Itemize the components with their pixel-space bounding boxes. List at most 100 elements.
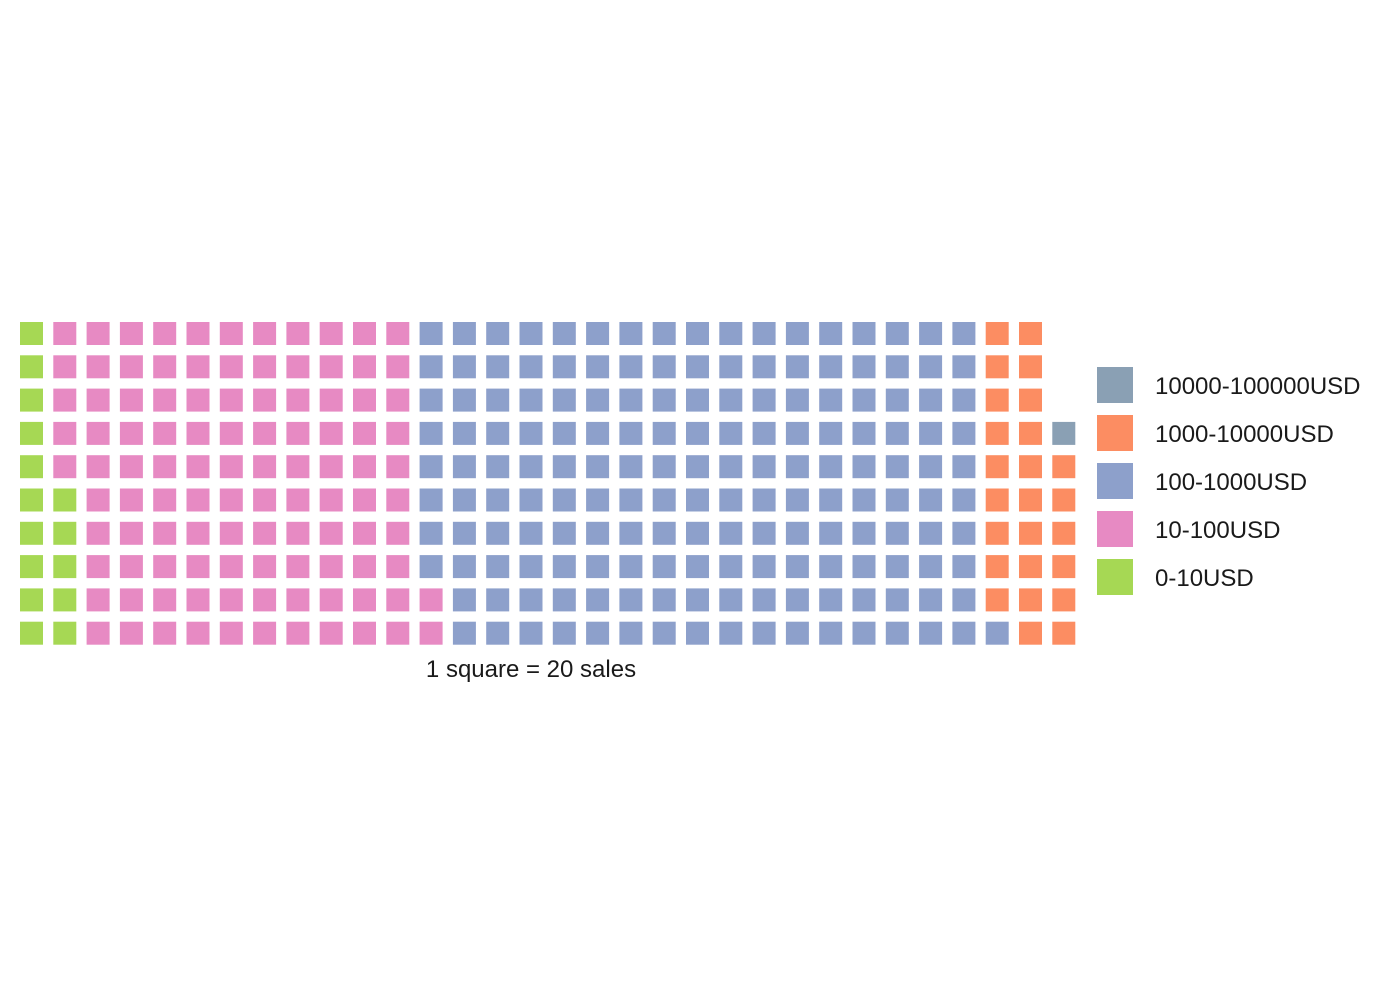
waffle-square-100-1000usd bbox=[553, 588, 576, 611]
waffle-square-10-100usd bbox=[220, 355, 243, 378]
waffle-square-100-1000usd bbox=[819, 389, 842, 412]
waffle-square-100-1000usd bbox=[653, 455, 676, 478]
waffle-square-100-1000usd bbox=[686, 555, 709, 578]
waffle-square-10-100usd bbox=[120, 489, 143, 512]
waffle-square-100-1000usd bbox=[952, 322, 975, 345]
waffle-square-100-1000usd bbox=[586, 555, 609, 578]
waffle-square-1000-10000usd bbox=[1019, 422, 1042, 445]
waffle-square-10-100usd bbox=[153, 422, 176, 445]
waffle-square-10-100usd bbox=[320, 389, 343, 412]
waffle-square-100-1000usd bbox=[819, 622, 842, 645]
waffle-square-100-1000usd bbox=[520, 355, 543, 378]
waffle-square-10-100usd bbox=[87, 522, 110, 545]
waffle-square-0-10usd bbox=[53, 588, 76, 611]
waffle-square-1000-10000usd bbox=[1052, 522, 1075, 545]
waffle-square-100-1000usd bbox=[420, 455, 443, 478]
waffle-square-0-10usd bbox=[20, 389, 43, 412]
waffle-square-10-100usd bbox=[153, 322, 176, 345]
waffle-square-10-100usd bbox=[320, 355, 343, 378]
waffle-square-100-1000usd bbox=[553, 622, 576, 645]
waffle-square-0-10usd bbox=[53, 522, 76, 545]
waffle-square-100-1000usd bbox=[919, 322, 942, 345]
waffle-square-10-100usd bbox=[120, 355, 143, 378]
waffle-square-10-100usd bbox=[386, 422, 409, 445]
waffle-square-0-10usd bbox=[20, 355, 43, 378]
waffle-square-100-1000usd bbox=[653, 389, 676, 412]
waffle-square-10-100usd bbox=[353, 355, 376, 378]
waffle-square-100-1000usd bbox=[786, 355, 809, 378]
waffle-square-10-100usd bbox=[120, 588, 143, 611]
waffle-square-1000-10000usd bbox=[1052, 622, 1075, 645]
waffle-square-10-100usd bbox=[120, 389, 143, 412]
waffle-square-10-100usd bbox=[220, 389, 243, 412]
waffle-square-100-1000usd bbox=[786, 422, 809, 445]
waffle-square-100-1000usd bbox=[853, 355, 876, 378]
legend: 10000-100000USD 1000-10000USD 100-1000USD 1… bbox=[1097, 367, 1361, 595]
waffle-square-0-10usd bbox=[20, 422, 43, 445]
waffle-square-100-1000usd bbox=[753, 588, 776, 611]
waffle-square-100-1000usd bbox=[420, 322, 443, 345]
waffle-square-100-1000usd bbox=[786, 489, 809, 512]
waffle-square-100-1000usd bbox=[619, 455, 642, 478]
waffle-square-10-100usd bbox=[253, 622, 276, 645]
waffle-square-10-100usd bbox=[120, 455, 143, 478]
waffle-square-100-1000usd bbox=[719, 622, 742, 645]
waffle-square-10-100usd bbox=[187, 555, 210, 578]
waffle-square-100-1000usd bbox=[586, 355, 609, 378]
waffle-square-100-1000usd bbox=[786, 588, 809, 611]
waffle-square-100-1000usd bbox=[719, 489, 742, 512]
waffle-square-100-1000usd bbox=[420, 355, 443, 378]
waffle-square-10-100usd bbox=[253, 588, 276, 611]
waffle-square-10-100usd bbox=[153, 588, 176, 611]
waffle-square-10-100usd bbox=[286, 422, 309, 445]
waffle-square-10-100usd bbox=[187, 322, 210, 345]
waffle-square-10-100usd bbox=[220, 455, 243, 478]
waffle-square-10-100usd bbox=[420, 588, 443, 611]
waffle-square-10-100usd bbox=[353, 455, 376, 478]
waffle-square-100-1000usd bbox=[653, 489, 676, 512]
waffle-square-10-100usd bbox=[386, 455, 409, 478]
waffle-square-100-1000usd bbox=[819, 322, 842, 345]
waffle-square-10-100usd bbox=[386, 322, 409, 345]
waffle-square-100-1000usd bbox=[819, 522, 842, 545]
waffle-square-100-1000usd bbox=[653, 322, 676, 345]
waffle-square-100-1000usd bbox=[719, 455, 742, 478]
waffle-square-100-1000usd bbox=[919, 522, 942, 545]
waffle-square-100-1000usd bbox=[586, 322, 609, 345]
waffle-square-100-1000usd bbox=[819, 455, 842, 478]
waffle-square-100-1000usd bbox=[886, 389, 909, 412]
waffle-square-100-1000usd bbox=[853, 322, 876, 345]
waffle-square-10-100usd bbox=[87, 422, 110, 445]
waffle-square-100-1000usd bbox=[586, 489, 609, 512]
waffle-square-1000-10000usd bbox=[986, 455, 1009, 478]
waffle-square-10-100usd bbox=[53, 389, 76, 412]
waffle-square-10-100usd bbox=[253, 389, 276, 412]
waffle-square-100-1000usd bbox=[753, 522, 776, 545]
waffle-square-10-100usd bbox=[353, 622, 376, 645]
waffle-square-100-1000usd bbox=[786, 322, 809, 345]
waffle-square-100-1000usd bbox=[919, 555, 942, 578]
waffle-square-10-100usd bbox=[286, 355, 309, 378]
waffle-square-100-1000usd bbox=[853, 489, 876, 512]
waffle-square-10-100usd bbox=[187, 588, 210, 611]
legend-label-0-10usd: 0-10USD bbox=[1155, 565, 1254, 592]
waffle-square-10-100usd bbox=[220, 322, 243, 345]
waffle-square-100-1000usd bbox=[420, 389, 443, 412]
waffle-square-100-1000usd bbox=[719, 389, 742, 412]
waffle-square-10-100usd bbox=[386, 489, 409, 512]
waffle-square-1000-10000usd bbox=[1052, 489, 1075, 512]
waffle-square-100-1000usd bbox=[553, 422, 576, 445]
waffle-square-100-1000usd bbox=[453, 489, 476, 512]
waffle-square-100-1000usd bbox=[453, 555, 476, 578]
waffle-square-100-1000usd bbox=[952, 489, 975, 512]
waffle-square-1000-10000usd bbox=[1019, 455, 1042, 478]
waffle-square-100-1000usd bbox=[886, 489, 909, 512]
waffle-square-100-1000usd bbox=[619, 489, 642, 512]
waffle-square-10-100usd bbox=[420, 622, 443, 645]
waffle-square-10-100usd bbox=[353, 322, 376, 345]
waffle-square-100-1000usd bbox=[886, 355, 909, 378]
waffle-square-100-1000usd bbox=[520, 555, 543, 578]
legend-label-100-1000usd: 100-1000USD bbox=[1155, 469, 1307, 496]
waffle-square-100-1000usd bbox=[886, 455, 909, 478]
